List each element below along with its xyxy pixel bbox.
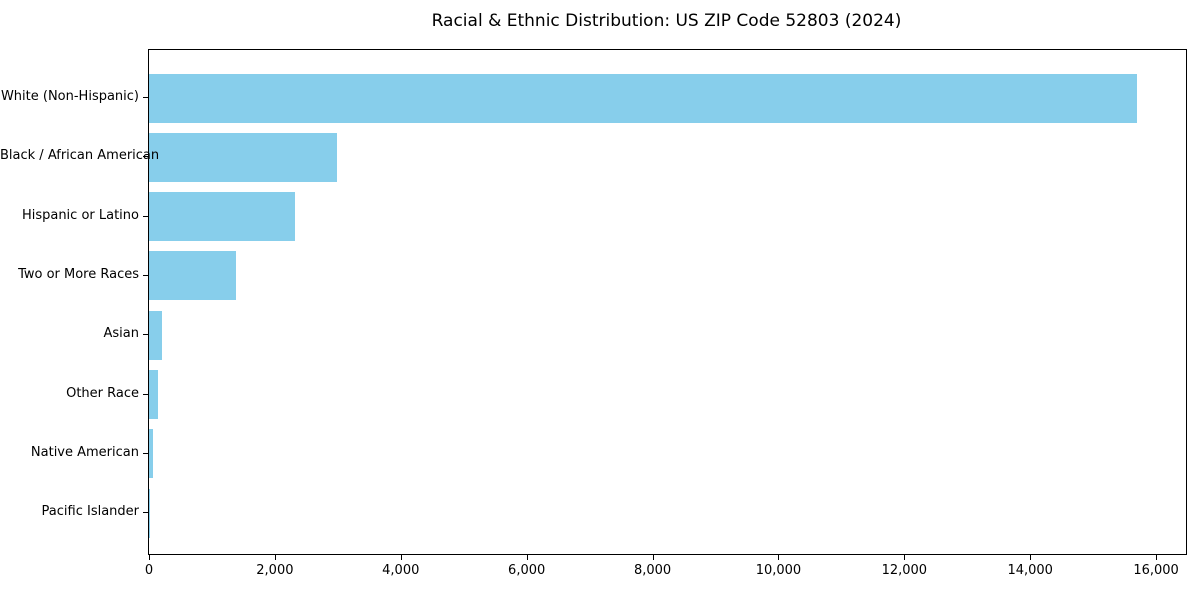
chart-title: Racial & Ethnic Distribution: US ZIP Cod… xyxy=(431,11,902,31)
y-tick-label: White (Non-Hispanic) xyxy=(0,89,139,104)
y-tick-label: Pacific Islander xyxy=(41,504,139,520)
bar-asian xyxy=(149,310,163,360)
bar-hispanic-or-latino xyxy=(149,192,296,242)
x-tick-mark xyxy=(274,555,276,560)
y-tick-mark xyxy=(143,97,148,98)
x-tick-label: 10,000 xyxy=(755,563,802,578)
bar-black-african-american xyxy=(149,132,338,182)
x-tick-mark xyxy=(400,555,402,560)
x-tick-label: 2,000 xyxy=(256,563,294,578)
x-tick-label: 16,000 xyxy=(1133,563,1179,578)
bar-other-race xyxy=(149,370,159,419)
x-tick-mark xyxy=(149,555,150,560)
y-tick-mark xyxy=(143,452,148,454)
y-tick-label: Native American xyxy=(30,444,139,460)
x-tick-mark xyxy=(1156,555,1158,560)
bar-pacific-islander xyxy=(149,488,150,538)
x-tick-label: 4,000 xyxy=(382,563,420,578)
x-tick-label: 0 xyxy=(144,563,154,578)
x-tick-mark xyxy=(526,555,528,560)
y-tick-label: Other Race xyxy=(66,385,139,401)
x-tick-mark xyxy=(904,555,906,560)
bar-white-non-hispanic xyxy=(149,73,1138,123)
y-tick-mark xyxy=(143,274,148,276)
y-tick-mark xyxy=(143,215,148,217)
x-tick-mark xyxy=(1030,555,1032,560)
bar-native-american xyxy=(149,429,153,479)
x-tick-label: 14,000 xyxy=(1007,563,1053,578)
plot-area xyxy=(148,49,1187,555)
x-tick-label: 12,000 xyxy=(881,563,928,578)
x-tick-mark xyxy=(652,555,654,560)
x-tick-label: 6,000 xyxy=(508,563,546,578)
y-tick-mark xyxy=(143,156,148,158)
y-tick-label: Asian xyxy=(103,326,139,342)
bar-two-or-more-races xyxy=(149,251,236,301)
x-tick-label: 8,000 xyxy=(633,563,672,578)
y-tick-label: Two or More Races xyxy=(18,266,139,282)
y-tick-label: Black / African American xyxy=(0,148,160,164)
x-tick-mark xyxy=(778,555,780,560)
y-tick-label: Hispanic or Latino xyxy=(21,207,139,223)
y-tick-mark xyxy=(143,512,148,514)
y-tick-mark xyxy=(143,334,148,336)
y-tick-mark xyxy=(143,393,148,395)
